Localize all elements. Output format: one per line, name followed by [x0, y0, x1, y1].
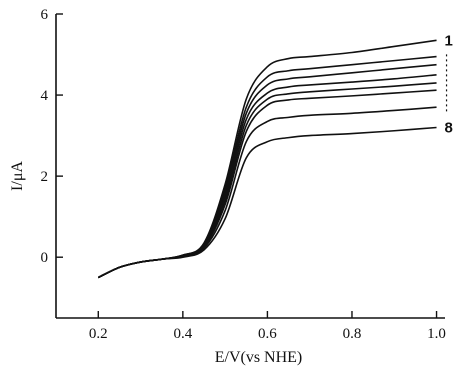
y-tick-label: 6: [41, 7, 49, 23]
series-label: 1: [445, 32, 453, 49]
x-tick-label: 0.8: [343, 326, 362, 342]
series-curve: [97, 82, 437, 279]
series-curve: [97, 55, 437, 279]
x-tick-label: 0.2: [89, 326, 108, 342]
y-axis-title: I/μA: [9, 161, 26, 191]
x-tick-label: 0.4: [173, 326, 192, 342]
y-tick-label: 2: [41, 169, 49, 185]
ticks: 0.2 0.4 0.6 0.8 1.0 0 2 4 6: [41, 7, 446, 342]
series-curve: [97, 126, 437, 279]
x-tick-label: 1.0: [427, 326, 446, 342]
x-axis-title: E/V(vs NHE): [215, 349, 303, 366]
curves: [97, 39, 437, 279]
series-label: 8: [445, 119, 453, 136]
series-curve: [97, 89, 437, 279]
y-tick-label: 0: [41, 250, 49, 266]
y-tick-label: 4: [41, 88, 49, 104]
x-tick-label: 0.6: [258, 326, 277, 342]
series-labels: 18: [445, 32, 453, 136]
series-curve: [97, 106, 437, 279]
axes: [55, 14, 445, 319]
series-curve: [97, 63, 437, 279]
